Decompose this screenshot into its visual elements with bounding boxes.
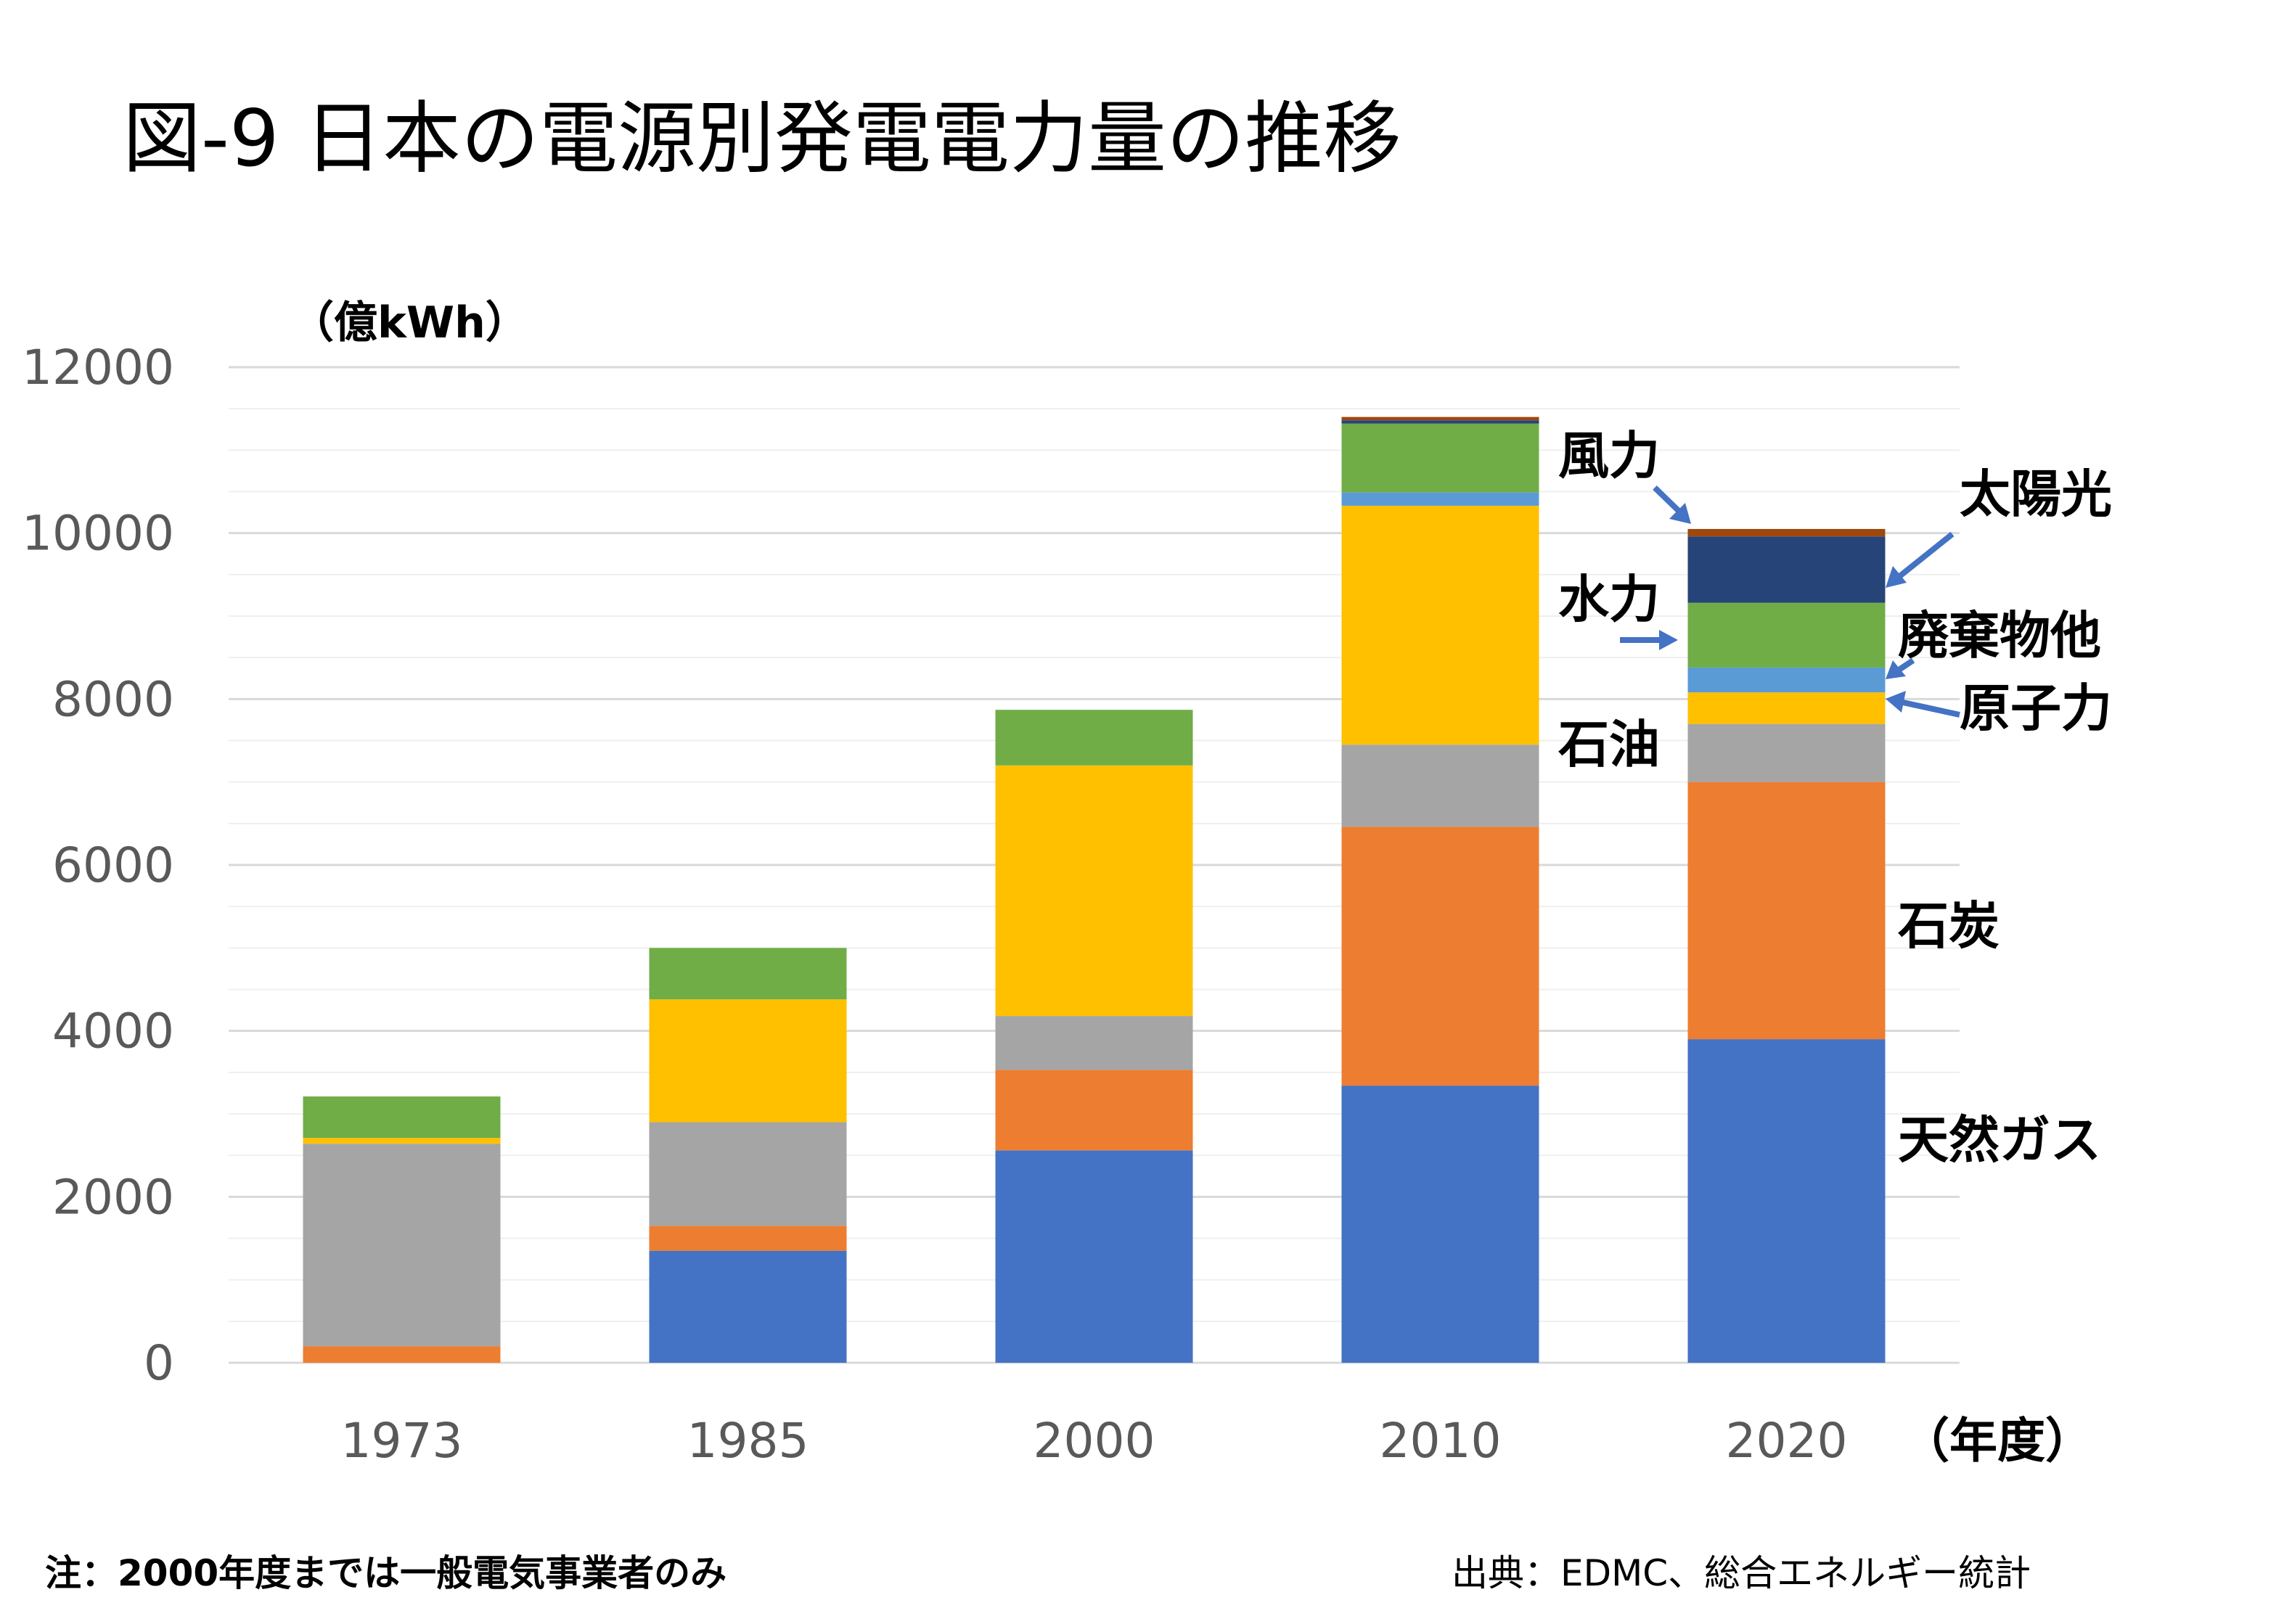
bar-segment (1687, 602, 1886, 668)
bar-segment (1341, 492, 1539, 506)
arrow-wind (1653, 485, 1682, 514)
bar-segment (649, 1226, 847, 1251)
x-tick-label: 2010 (1380, 1413, 1502, 1469)
arrow-waste-head (1886, 660, 1906, 679)
label-waste: 廃棄物他 (1898, 606, 2101, 665)
label-coal: 石炭 (1898, 896, 1999, 956)
footnote: 注：2000年度までは一般電気事業者のみ (45, 1552, 726, 1594)
x-tick-label: 1985 (687, 1413, 809, 1469)
label-nuclear: 原子力 (1960, 678, 2112, 738)
x-tick-label: 1973 (341, 1413, 463, 1469)
y-axis-ticks: 0 2000 4000 6000 8000 10000 12000 (22, 340, 174, 1391)
x-axis-ticks: 1973 1985 2000 2010 2020 (341, 1413, 1848, 1469)
bar-segment (995, 1016, 1193, 1070)
arrows (1620, 485, 1960, 718)
arrow-nuclear-head (1886, 691, 1906, 713)
arrow-wind-head (1669, 503, 1691, 524)
arrow-waste (1896, 657, 1915, 673)
bar-segment (1687, 528, 1886, 537)
bar-segment (1341, 827, 1539, 1086)
x-axis-unit-label: （年度） (1902, 1413, 2093, 1469)
bar-segment (995, 1070, 1193, 1151)
bar-segment (649, 1122, 847, 1226)
bar-segment (1341, 417, 1539, 421)
bar-segment (1341, 745, 1539, 827)
y-tick-label: 12000 (22, 340, 174, 395)
bar-segment (1341, 423, 1539, 493)
label-wind: 風力 (1558, 426, 1660, 485)
y-tick-label: 4000 (52, 1004, 174, 1059)
bar-segment (649, 999, 847, 1123)
bar-segment (649, 1250, 847, 1363)
y-tick-label: 10000 (22, 506, 174, 562)
label-gas: 天然ガス (1898, 1110, 2101, 1170)
bar-segment (303, 1138, 501, 1144)
y-tick-label: 8000 (52, 671, 174, 727)
chart-title: 図-9 日本の電源別発電電力量の推移 (123, 94, 1401, 184)
bar-segment (1687, 782, 1886, 1040)
bar-segment (303, 1346, 501, 1363)
bar-segment (1687, 723, 1886, 782)
x-tick-label: 2020 (1726, 1413, 1848, 1469)
x-tick-label: 2000 (1033, 1413, 1155, 1469)
bar-segment (1687, 1039, 1886, 1363)
bar-segment (995, 765, 1193, 1017)
bars (303, 417, 1886, 1363)
label-solar: 太陽光 (1960, 464, 2112, 524)
y-tick-label: 6000 (52, 837, 174, 893)
bar-segment (1341, 505, 1539, 745)
bar-segment (995, 710, 1193, 766)
bar-segment (1687, 667, 1886, 693)
source-note: 出典：EDMC、総合エネルギー統計 (1452, 1552, 2031, 1594)
y-tick-label: 2000 (52, 1169, 174, 1225)
arrow-hydro-head (1659, 630, 1678, 650)
bar-segment (1341, 420, 1539, 424)
bar-segment (1341, 1086, 1539, 1363)
y-axis-unit-label: （億kWh） (290, 298, 529, 348)
bar-segment (1687, 536, 1886, 603)
arrow-solar-head (1886, 566, 1907, 588)
bar-segment (1687, 692, 1886, 724)
y-tick-label: 0 (144, 1335, 174, 1391)
label-oil: 石油 (1558, 715, 1660, 774)
label-hydro: 水力 (1558, 570, 1660, 629)
bar-segment (303, 1144, 501, 1347)
bar-segment (303, 1096, 501, 1139)
arrow-nuclear (1902, 700, 1960, 718)
arrow-solar (1896, 531, 1955, 581)
bar-segment (995, 1150, 1193, 1363)
bar-segment (649, 948, 847, 1000)
